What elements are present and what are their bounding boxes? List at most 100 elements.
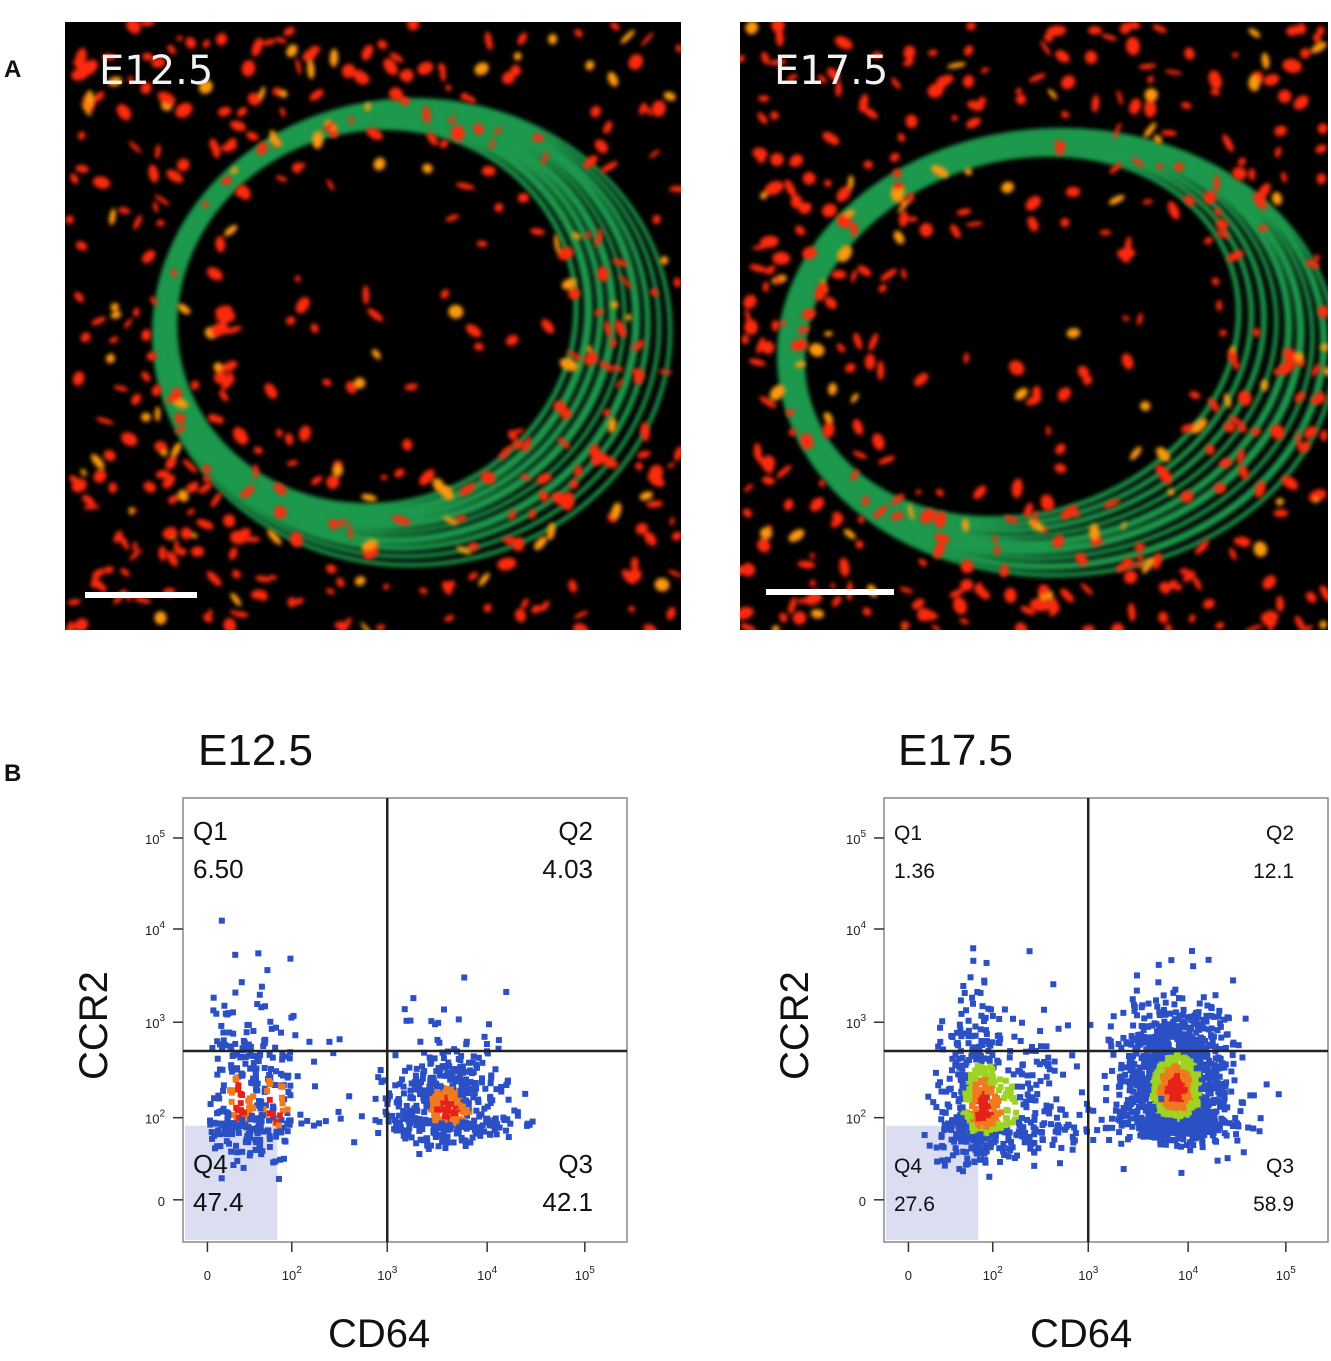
event-dot (1027, 1085, 1034, 1092)
event-dot (1069, 1052, 1076, 1059)
event-dot (1031, 1162, 1038, 1169)
event-dot (1024, 1072, 1031, 1079)
event-dot (1107, 1038, 1114, 1045)
event-dot (238, 979, 245, 986)
event-dot (1010, 1071, 1017, 1078)
event-dot (269, 1111, 276, 1118)
event-dot (251, 1052, 258, 1059)
event-dot (267, 1018, 274, 1025)
event-dot (1120, 1119, 1127, 1126)
event-dot (1037, 1078, 1044, 1085)
event-dot (481, 1128, 488, 1135)
event-dot (1006, 1129, 1013, 1136)
event-dot (1065, 1121, 1072, 1128)
event-dot (1153, 1096, 1160, 1103)
event-dot (962, 1093, 969, 1100)
event-dot (442, 1072, 449, 1079)
event-dot (1214, 1027, 1221, 1034)
event-dot (1155, 961, 1162, 968)
event-dot (434, 1098, 441, 1105)
event-dot (1250, 1092, 1257, 1099)
event-dot (266, 1071, 273, 1078)
event-dot (1002, 1122, 1009, 1129)
event-dot (948, 1067, 955, 1074)
event-dot (330, 1050, 337, 1057)
event-dot (395, 1097, 402, 1104)
event-dot (980, 1116, 987, 1123)
event-dot (1026, 1133, 1033, 1140)
event-dot (233, 1066, 240, 1073)
x-tick-label: 103 (377, 1265, 397, 1283)
quadrant-percent: 6.50 (193, 854, 244, 884)
event-dot (287, 1092, 294, 1099)
event-dot (266, 1133, 273, 1140)
y-tick-label: 105 (145, 829, 165, 847)
event-dot (1043, 1043, 1050, 1050)
event-dot (1189, 1135, 1196, 1142)
event-dot (1173, 1083, 1180, 1090)
event-dot (526, 1121, 533, 1128)
event-dot (297, 1111, 304, 1118)
y-tick-label: 0 (859, 1194, 866, 1209)
event-dot (213, 1120, 220, 1127)
event-dot (1165, 1063, 1172, 1070)
event-dot (1239, 1099, 1246, 1106)
event-dot (403, 1102, 410, 1109)
event-dot (1214, 1157, 1221, 1164)
event-dot (464, 1084, 471, 1091)
event-dot (396, 1125, 403, 1132)
event-dot (1145, 1023, 1152, 1030)
event-dot (1124, 1078, 1131, 1085)
event-dot (424, 1135, 431, 1142)
event-dot (1027, 1139, 1034, 1146)
event-dot (416, 1150, 423, 1157)
event-dot (1129, 1080, 1136, 1087)
event-dot (228, 1098, 235, 1105)
event-dot (273, 1024, 280, 1031)
event-dot (965, 1017, 972, 1024)
event-dot (458, 1053, 465, 1060)
event-dot (1205, 1090, 1212, 1097)
event-dot (1188, 1037, 1195, 1044)
event-dot (1163, 1094, 1170, 1101)
event-dot (1245, 1124, 1252, 1131)
event-dot (1151, 1077, 1158, 1084)
event-dot (1181, 1093, 1188, 1100)
event-dot (1037, 1028, 1044, 1035)
quadrant-name: Q2 (558, 816, 593, 846)
event-dot (432, 1117, 439, 1124)
quadrant-percent: 27.6 (894, 1193, 935, 1216)
event-dot (241, 1039, 248, 1046)
event-dot (228, 1089, 235, 1096)
quadrant-name: Q1 (193, 816, 228, 846)
event-dot (413, 1065, 420, 1072)
event-dot (1168, 1095, 1175, 1102)
event-dot (1181, 1018, 1188, 1025)
event-dot (1116, 1129, 1123, 1136)
event-dot (420, 1119, 427, 1126)
event-dot (1005, 1067, 1012, 1074)
event-dot (1193, 1065, 1200, 1072)
event-dot (1069, 1133, 1076, 1140)
event-dot (957, 1096, 964, 1103)
event-dot (1110, 1051, 1117, 1058)
event-dot (214, 1071, 221, 1078)
event-dot (1003, 1106, 1010, 1113)
event-dot (426, 1054, 433, 1061)
event-dot (1195, 1014, 1202, 1021)
event-dot (1168, 1086, 1175, 1093)
event-dot (470, 1069, 477, 1076)
event-dot (260, 1043, 267, 1050)
event-dot (933, 1104, 940, 1111)
event-dot (268, 1025, 275, 1032)
event-dot (1234, 1122, 1241, 1129)
event-dot (440, 1106, 447, 1113)
event-dot (1210, 1129, 1217, 1136)
event-dot (1048, 1121, 1055, 1128)
event-dot (1186, 1077, 1193, 1084)
event-dot (1035, 1145, 1042, 1152)
event-dot (1132, 1044, 1139, 1051)
event-dot (358, 1113, 365, 1120)
event-dot (1179, 995, 1186, 1002)
event-dot (234, 1157, 241, 1164)
